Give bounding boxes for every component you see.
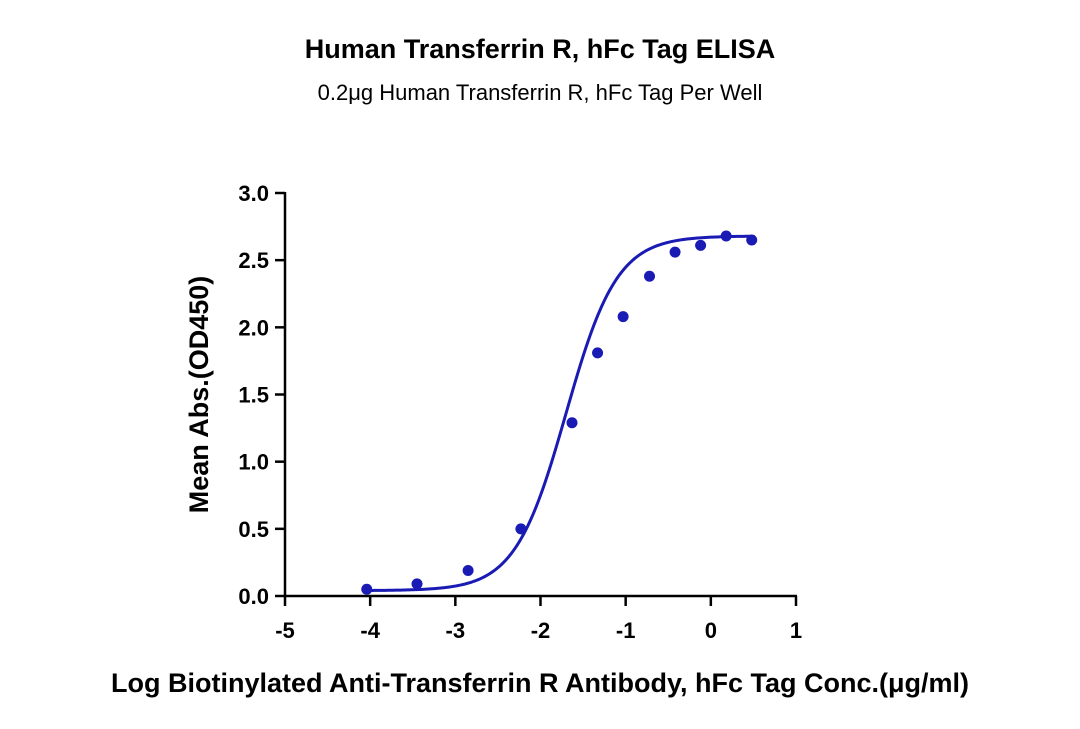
y-tick-label: 3.0 — [238, 181, 269, 206]
y-tick-label: 2.0 — [238, 315, 269, 340]
x-tick-label: -1 — [616, 618, 636, 643]
x-axis-label: Log Biotinylated Anti-Transferrin R Anti… — [111, 668, 969, 698]
axis-labels: Log Biotinylated Anti-Transferrin R Anti… — [111, 276, 969, 698]
data-point — [411, 578, 423, 590]
data-point — [644, 270, 656, 282]
y-tick-label: 1.0 — [238, 450, 269, 475]
x-tick-label: -2 — [531, 618, 551, 643]
data-point — [669, 246, 681, 258]
x-tick-label: 0 — [705, 618, 717, 643]
data-point — [746, 234, 758, 246]
data-point — [566, 417, 578, 429]
data-point — [617, 311, 629, 323]
data-point — [361, 583, 373, 595]
y-tick-label: 0.0 — [238, 584, 269, 609]
chart-title: Human Transferrin R, hFc Tag ELISA — [304, 34, 776, 64]
y-tick-label: 2.5 — [238, 248, 269, 273]
data-point — [720, 230, 732, 242]
y-tick-label: 1.5 — [238, 383, 269, 408]
x-tick-label: -3 — [446, 618, 466, 643]
x-tick-label: -4 — [360, 618, 380, 643]
y-tick-label: 0.5 — [238, 517, 269, 542]
data-point — [515, 523, 527, 535]
x-tick-label: 1 — [790, 618, 802, 643]
x-tick-label: -5 — [275, 618, 295, 643]
data-points — [361, 230, 758, 595]
chart-subtitle: 0.2μg Human Transferrin R, hFc Tag Per W… — [317, 80, 763, 105]
fit-curve-group — [366, 234, 752, 592]
data-point — [592, 347, 604, 359]
axes: 0.0 0.5 1.0 1.5 2.0 2.5 3.0 -5 -4 -3 -2 -1 0 1 — [238, 181, 802, 643]
y-axis-label: Mean Abs.(OD450) — [184, 276, 214, 514]
data-point — [695, 239, 707, 251]
data-point — [462, 564, 474, 576]
fit-curve — [366, 234, 752, 592]
